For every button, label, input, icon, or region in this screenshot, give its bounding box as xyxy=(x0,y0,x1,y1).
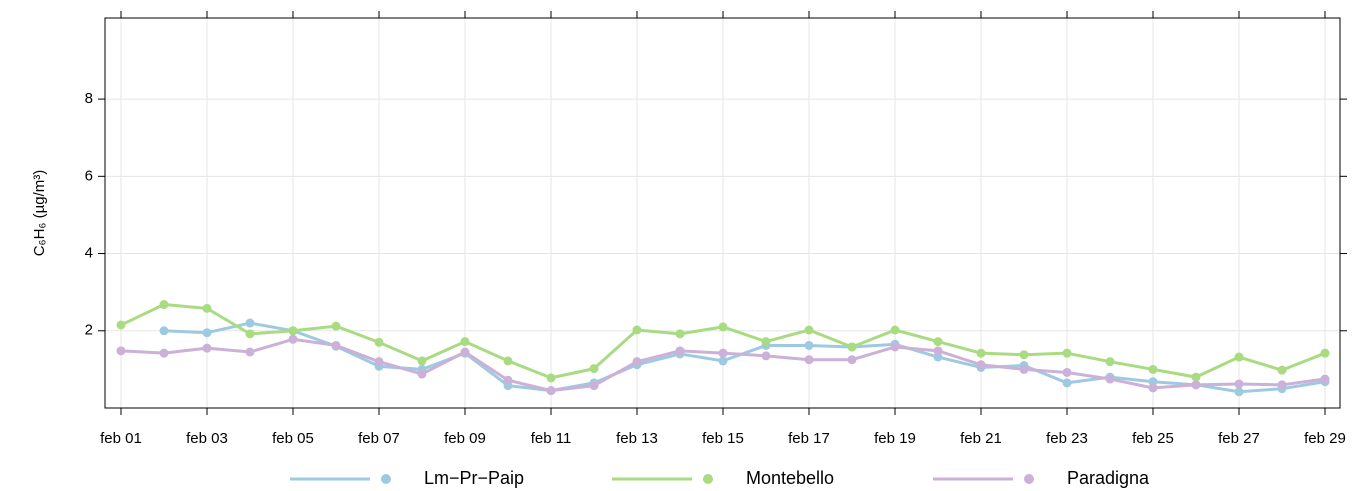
data-point xyxy=(116,346,126,356)
data-point xyxy=(1019,350,1029,360)
data-point xyxy=(1191,380,1201,390)
data-point xyxy=(1148,364,1158,374)
x-tick-label: feb 23 xyxy=(1046,430,1088,447)
x-tick-label: feb 07 xyxy=(358,430,400,447)
data-point xyxy=(1277,365,1287,375)
data-point xyxy=(933,337,943,347)
data-point xyxy=(718,348,728,358)
data-point xyxy=(1062,348,1072,358)
data-point xyxy=(546,373,556,383)
data-point xyxy=(718,322,728,332)
data-point xyxy=(804,325,814,335)
data-point xyxy=(546,386,556,396)
y-axis-label: C₆H₆ (µg/m³) xyxy=(31,170,48,257)
data-point xyxy=(804,340,814,350)
data-point xyxy=(1148,383,1158,393)
data-point xyxy=(675,346,685,356)
data-point xyxy=(718,356,728,366)
data-point xyxy=(804,355,814,365)
legend-label: Lm−Pr−Paip xyxy=(424,468,524,488)
data-point xyxy=(890,325,900,335)
legend-marker xyxy=(1024,474,1034,484)
data-point xyxy=(847,342,857,352)
data-point xyxy=(202,328,212,338)
data-point xyxy=(202,303,212,313)
data-point xyxy=(1105,357,1115,367)
data-point xyxy=(331,340,341,350)
data-point xyxy=(1191,372,1201,382)
x-tick-label: feb 03 xyxy=(186,430,228,447)
data-point xyxy=(503,375,513,385)
data-point xyxy=(589,381,599,391)
data-point xyxy=(1105,374,1115,384)
data-point xyxy=(374,337,384,347)
data-point xyxy=(761,337,771,347)
data-point xyxy=(503,356,513,366)
data-point xyxy=(1062,378,1072,388)
data-point xyxy=(245,329,255,339)
data-point xyxy=(589,364,599,374)
data-point xyxy=(675,329,685,339)
data-point xyxy=(245,347,255,357)
data-point xyxy=(933,352,943,362)
x-tick-label: feb 29 xyxy=(1304,430,1346,447)
data-point xyxy=(1320,348,1330,358)
data-point xyxy=(374,357,384,367)
x-tick-label: feb 27 xyxy=(1218,430,1260,447)
data-point xyxy=(159,326,169,336)
data-point xyxy=(460,347,470,357)
x-tick-label: feb 13 xyxy=(616,430,658,447)
x-tick-label: feb 17 xyxy=(788,430,830,447)
data-point xyxy=(1320,374,1330,384)
x-tick-label: feb 19 xyxy=(874,430,916,447)
data-point xyxy=(890,342,900,352)
x-tick-label: feb 15 xyxy=(702,430,744,447)
data-point xyxy=(632,325,642,335)
data-point xyxy=(1234,352,1244,362)
x-tick-label: feb 21 xyxy=(960,430,1002,447)
data-point xyxy=(632,357,642,367)
data-point xyxy=(1234,379,1244,389)
data-point xyxy=(116,320,126,330)
data-point xyxy=(417,356,427,366)
x-tick-label: feb 09 xyxy=(444,430,486,447)
y-tick-label: 6 xyxy=(85,167,93,184)
data-point xyxy=(976,360,986,370)
data-point xyxy=(847,355,857,365)
y-tick-label: 2 xyxy=(85,322,93,339)
data-point xyxy=(1148,377,1158,387)
data-point xyxy=(288,334,298,344)
data-point xyxy=(159,300,169,310)
data-point xyxy=(976,348,986,358)
x-tick-label: feb 25 xyxy=(1132,430,1174,447)
data-point xyxy=(761,351,771,361)
data-point xyxy=(331,321,341,331)
y-tick-label: 8 xyxy=(85,90,93,107)
data-point xyxy=(1277,380,1287,390)
legend-label: Montebello xyxy=(746,468,834,488)
data-point xyxy=(159,348,169,358)
data-point xyxy=(1062,367,1072,377)
x-tick-label: feb 01 xyxy=(100,430,142,447)
x-tick-label: feb 11 xyxy=(531,430,572,447)
y-tick-label: 4 xyxy=(85,245,93,262)
data-point xyxy=(1234,387,1244,397)
data-point xyxy=(933,346,943,356)
data-point xyxy=(460,337,470,347)
data-point xyxy=(417,369,427,379)
legend-marker xyxy=(381,474,391,484)
x-tick-label: feb 05 xyxy=(272,430,314,447)
data-point xyxy=(245,318,255,328)
data-point xyxy=(288,326,298,336)
data-point xyxy=(202,343,212,353)
legend-label: Paradigna xyxy=(1067,468,1150,488)
data-point xyxy=(1019,364,1029,374)
legend-marker xyxy=(703,474,713,484)
